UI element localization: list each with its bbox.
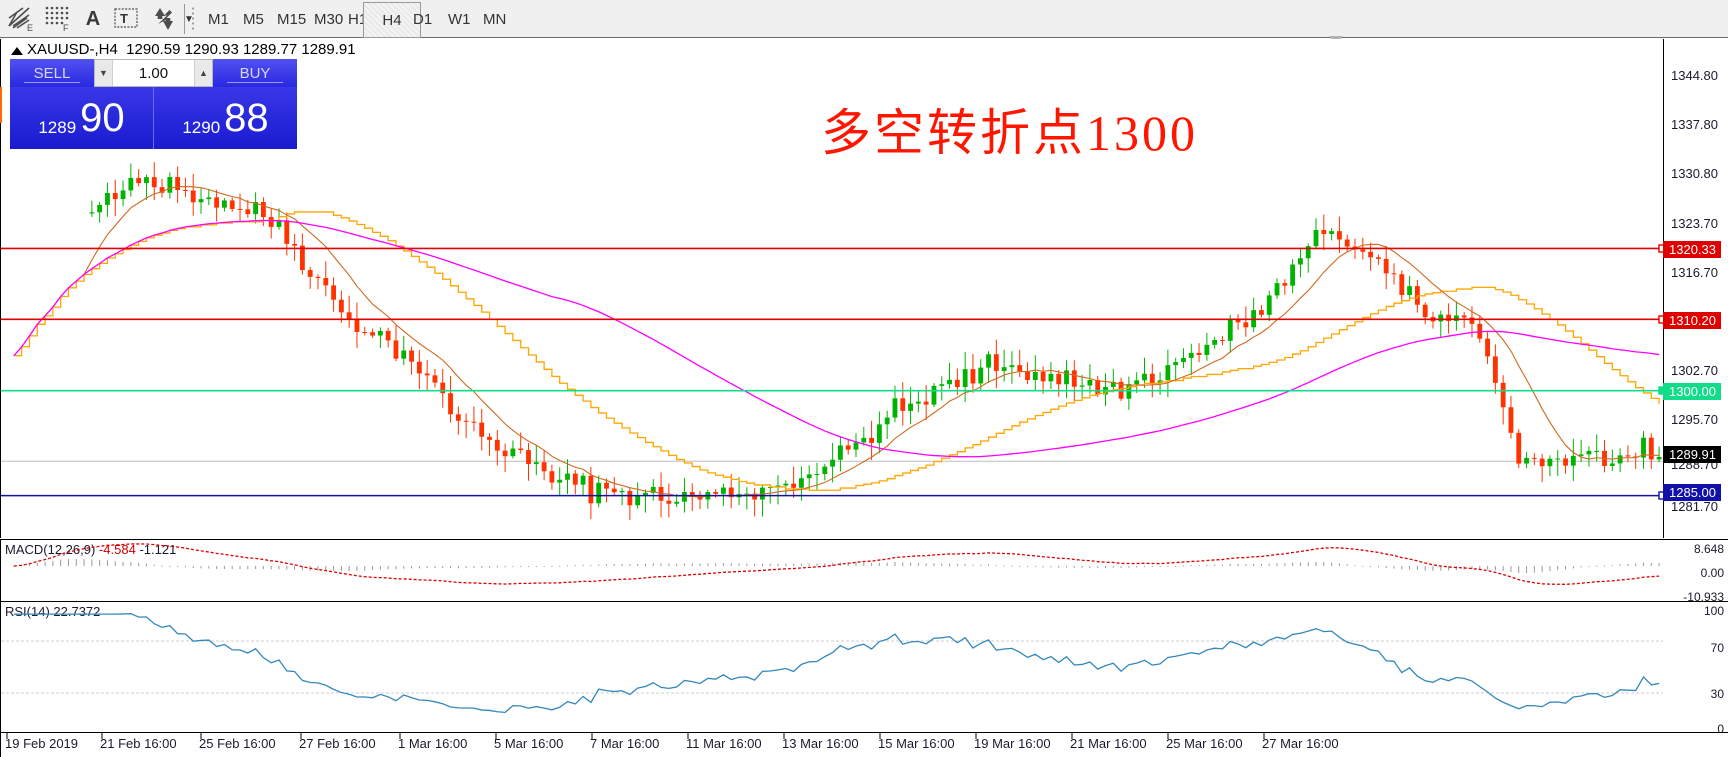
svg-text:E: E [27,23,33,32]
svg-text:T: T [120,11,128,26]
svg-text:F: F [63,23,69,32]
